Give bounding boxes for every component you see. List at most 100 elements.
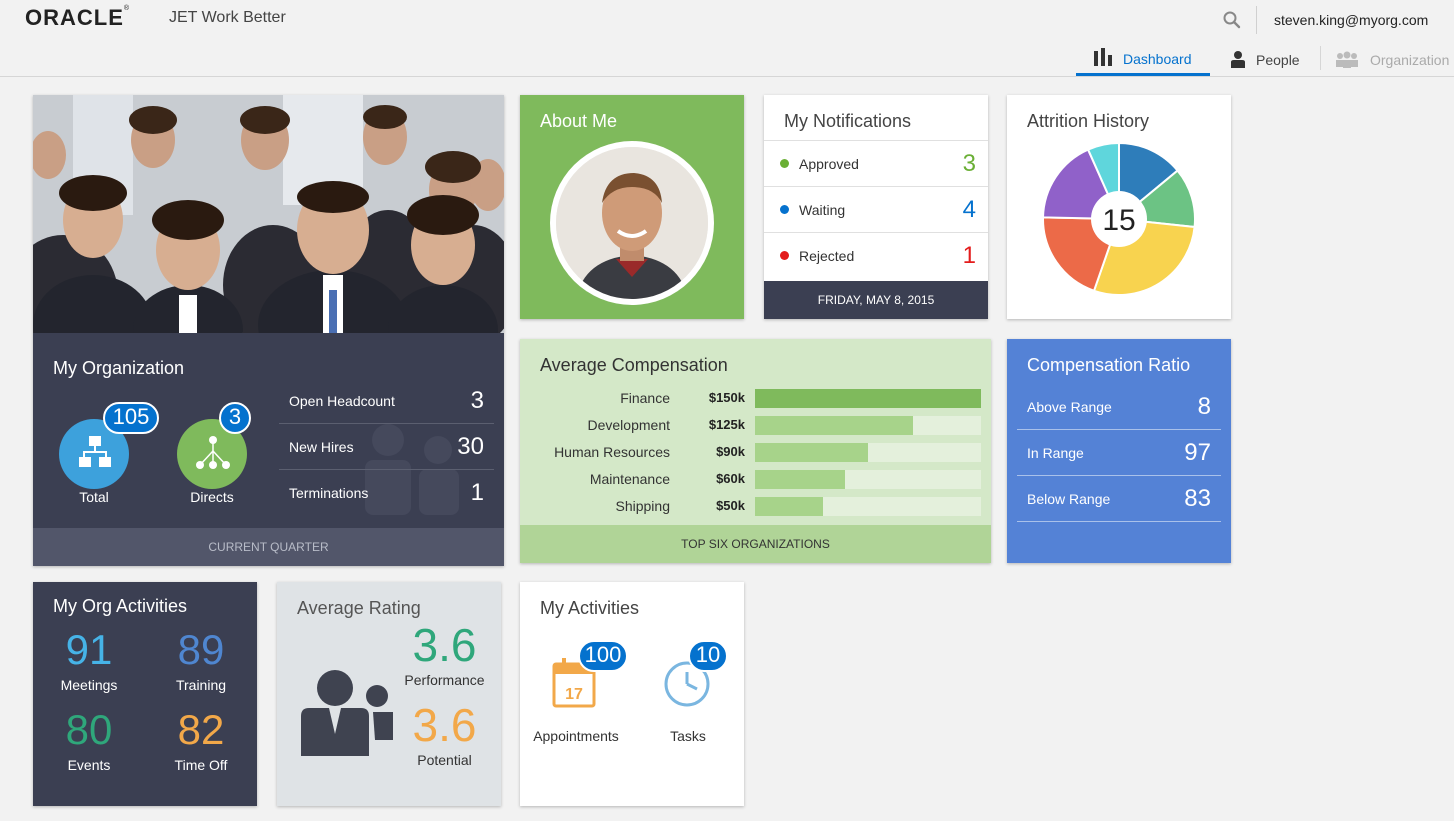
tasks-label[interactable]: Tasks (670, 728, 706, 744)
notification-approved-row[interactable]: Approved 3 (764, 140, 988, 186)
notification-waiting-row[interactable]: Waiting 4 (764, 186, 988, 232)
training-value: 89 (177, 626, 225, 673)
open-headcount-value: 3 (470, 386, 484, 414)
events-label: Events (67, 757, 111, 773)
compensation-title: Average Compensation (540, 355, 728, 375)
my-notifications-card[interactable]: My Notifications Approved 3 Waiting 4 Re… (764, 95, 988, 319)
above-range-row[interactable]: Above Range 8 (1017, 384, 1221, 430)
training-stat[interactable]: 89 Training (145, 626, 257, 694)
terminations-row[interactable]: Terminations 1 (279, 470, 494, 516)
waiting-count: 4 (962, 195, 976, 223)
avatar (550, 141, 714, 305)
header-divider (1256, 6, 1257, 34)
ratio-title: Compensation Ratio (1027, 355, 1191, 375)
events-value: 80 (65, 706, 113, 753)
time-off-value: 82 (177, 706, 225, 753)
compensation-bar[interactable] (755, 416, 914, 435)
approved-status-dot (780, 159, 789, 168)
tab-organization-label: Organization (1370, 52, 1450, 68)
user-menu[interactable]: steven.king@myorg.com (1274, 12, 1429, 28)
potential-value: 3.6 (412, 699, 477, 751)
tab-organization[interactable]: Organization (1334, 44, 1449, 76)
compensation-category: Maintenance (589, 471, 670, 487)
below-range-label: Below Range (1027, 490, 1111, 507)
my-organization-title: My Organization (53, 358, 185, 378)
average-compensation-card[interactable]: Average Compensation Finance $150k Develop… (520, 339, 991, 563)
potential-rating: 3.6 Potential (397, 700, 492, 768)
tab-people[interactable]: People (1230, 44, 1300, 76)
attrition-pie-chart[interactable]: 15 (1043, 143, 1195, 295)
tasks-count-badge: 10 (688, 640, 728, 672)
org-activities-title: My Org Activities (53, 596, 188, 616)
open-headcount-row[interactable]: Open Headcount 3 (279, 378, 494, 424)
notification-rejected-row[interactable]: Rejected 1 (764, 232, 988, 278)
in-range-value: 97 (1184, 438, 1211, 466)
tab-dashboard[interactable]: Dashboard (1076, 44, 1210, 76)
calendar-day: 17 (565, 686, 583, 703)
attrition-title: Attrition History (1027, 111, 1150, 131)
brand-logo: ORACLE® (25, 5, 131, 30)
compensation-category: Human Resources (554, 444, 670, 460)
attrition-history-card[interactable]: Attrition History 15 (1007, 95, 1231, 319)
time-off-label: Time Off (174, 757, 228, 773)
compensation-value: $150k (708, 390, 745, 405)
compensation-bar[interactable] (755, 470, 846, 489)
team-photo (33, 95, 504, 333)
terminations-value: 1 (470, 479, 484, 506)
in-range-row[interactable]: In Range 97 (1017, 430, 1221, 476)
new-hires-row[interactable]: New Hires 30 (279, 424, 494, 470)
performance-rating: 3.6 Performance (397, 620, 492, 688)
tab-people-label: People (1256, 52, 1300, 68)
compensation-bar-track (755, 443, 981, 462)
compensation-row[interactable]: Finance $150k (520, 387, 991, 409)
meetings-label: Meetings (60, 677, 118, 693)
compensation-bar[interactable] (755, 443, 868, 462)
compensation-row[interactable]: Maintenance $60k (520, 468, 991, 490)
events-stat[interactable]: 80 Events (33, 706, 145, 774)
compensation-bar-track (755, 416, 981, 435)
total-label: Total (79, 489, 109, 505)
appointments-count-badge: 100 (578, 640, 628, 672)
compensation-bar-track (755, 470, 981, 489)
average-rating-card[interactable]: Average Rating 3.6 Performance 3.6 Poten… (277, 582, 501, 806)
attrition-center-value: 15 (1102, 204, 1135, 237)
notifications-title: My Notifications (784, 111, 912, 131)
tasks-button[interactable] (662, 658, 712, 708)
meetings-stat[interactable]: 91 Meetings (33, 627, 145, 694)
approved-label: Approved (799, 155, 859, 172)
network-icon (196, 436, 230, 469)
about-me-card[interactable]: About Me (520, 95, 744, 319)
compensation-row[interactable]: Shipping $50k (520, 495, 991, 517)
group-icon (1334, 50, 1360, 71)
time-off-stat[interactable]: 82 Time Off (145, 706, 257, 774)
new-hires-value: 30 (457, 432, 484, 460)
bar-chart-icon (1093, 48, 1113, 69)
compensation-row[interactable]: Development $125k (520, 414, 991, 436)
rejected-status-dot (780, 251, 789, 260)
performance-label: Performance (404, 672, 485, 688)
reviewer-people-icon (301, 670, 393, 756)
compensation-bar-track (755, 497, 981, 516)
top-organizations-footer: TOP SIX ORGANIZATIONS (520, 525, 991, 563)
rejected-label: Rejected (799, 247, 855, 264)
appointments-label[interactable]: Appointments (533, 728, 619, 744)
my-organization-card[interactable]: My Organization 105 Total 3 Directs Open… (33, 95, 504, 566)
below-range-value: 83 (1184, 484, 1211, 512)
search-icon[interactable] (1222, 10, 1242, 30)
clock-icon (664, 661, 710, 707)
compensation-category: Finance (620, 390, 670, 406)
app-name: JET Work Better (169, 9, 286, 26)
compensation-value: $125k (708, 417, 745, 432)
compensation-bar[interactable] (755, 497, 823, 516)
directs-label: Directs (190, 489, 234, 505)
compensation-ratio-card[interactable]: Compensation Ratio Above Range 8 In Rang… (1007, 339, 1231, 563)
my-activities-card[interactable]: My Activities 17 100 Appointments 10 Tas… (520, 582, 744, 806)
compensation-row[interactable]: Human Resources $90k (520, 441, 991, 463)
people-watermark-icon (365, 424, 459, 515)
compensation-bar[interactable] (755, 389, 981, 408)
hierarchy-icon (79, 436, 111, 467)
my-org-activities-card[interactable]: My Org Activities 91 Meetings 89 Trainin… (33, 582, 257, 806)
below-range-row[interactable]: Below Range 83 (1017, 476, 1221, 522)
person-icon (1230, 50, 1246, 71)
training-label: Training (175, 677, 227, 693)
